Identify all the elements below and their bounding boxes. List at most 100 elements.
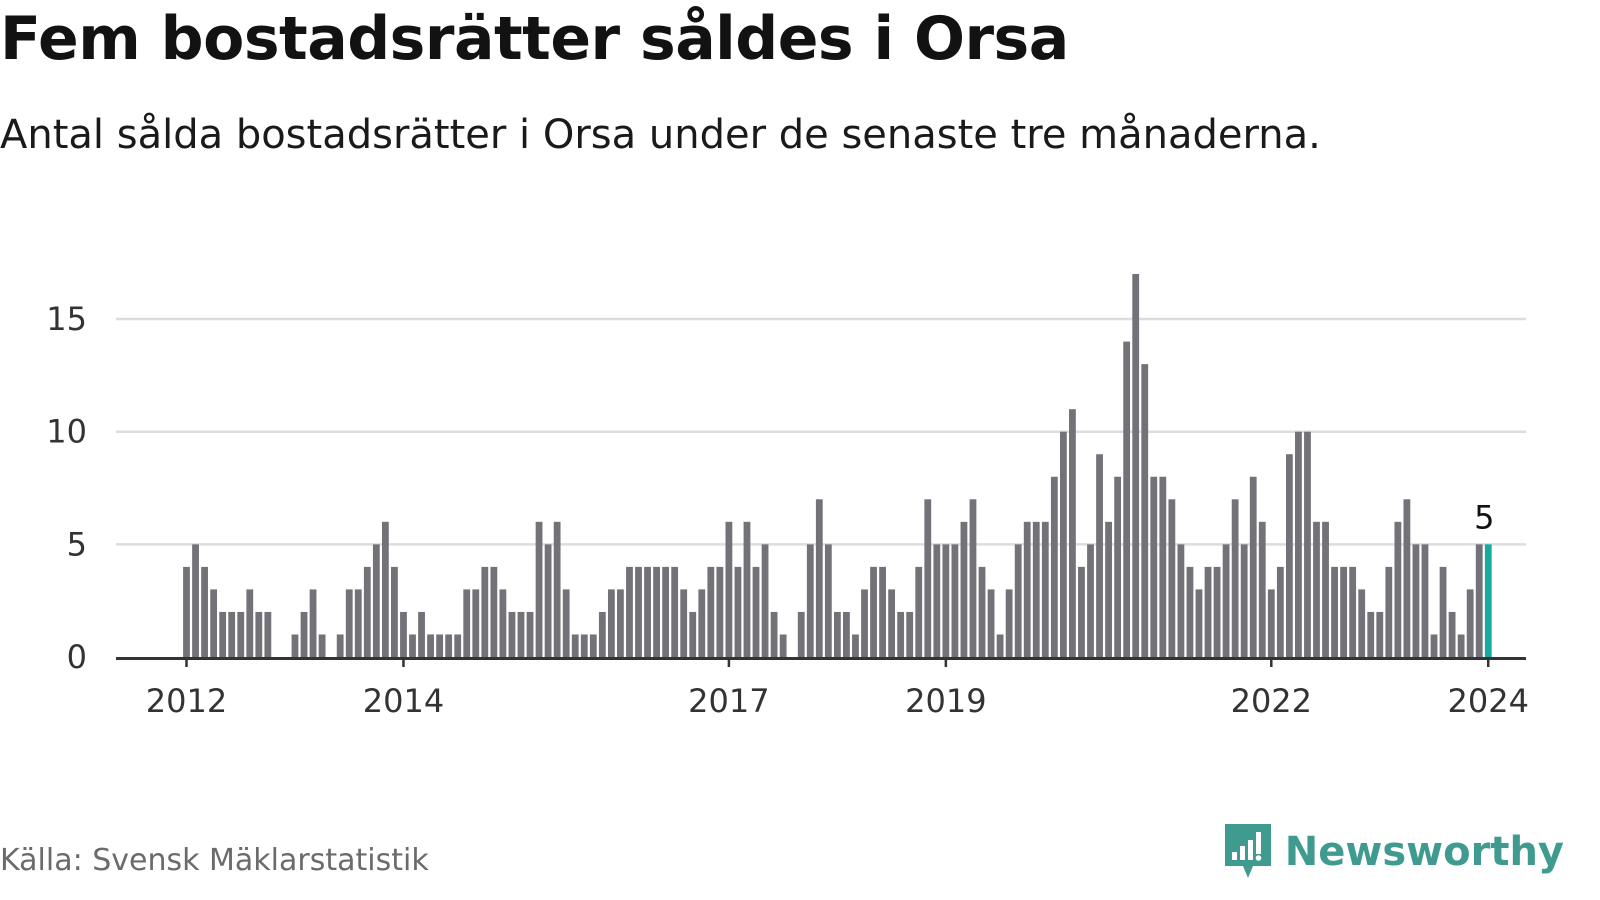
bar (372, 544, 380, 657)
bar (743, 521, 751, 657)
bar (1213, 566, 1221, 657)
x-tick-label: 2019 (905, 682, 986, 720)
bar (1204, 566, 1212, 657)
bar (1168, 499, 1176, 657)
bar (1367, 611, 1375, 657)
bar (815, 499, 823, 657)
bar (427, 634, 434, 657)
bar (1322, 521, 1329, 657)
bar (1421, 544, 1429, 657)
bar (1231, 499, 1239, 657)
bar (1276, 566, 1284, 657)
bar (969, 499, 977, 657)
bar (1186, 566, 1194, 657)
bar (1267, 589, 1275, 657)
bar (996, 634, 1004, 657)
bar (183, 566, 190, 657)
bar (635, 566, 642, 657)
bar (445, 634, 453, 657)
bar (409, 634, 416, 657)
bar (1331, 566, 1338, 657)
bar (228, 611, 236, 657)
bar-highlight (1484, 544, 1492, 657)
bar (201, 566, 208, 657)
bar (870, 566, 877, 657)
bar (1313, 521, 1320, 657)
newsworthy-logo-icon (1224, 824, 1271, 878)
y-tick-label: 15 (46, 300, 87, 338)
bar (508, 611, 516, 657)
bar (210, 589, 218, 657)
bar (1141, 364, 1149, 657)
bar (517, 611, 525, 657)
bar (897, 611, 905, 657)
bar (824, 544, 832, 657)
bar (454, 634, 462, 657)
bar (1005, 589, 1013, 657)
bar (318, 634, 326, 657)
bar (915, 566, 923, 657)
bar (680, 589, 688, 657)
bar (978, 566, 986, 657)
bar (598, 611, 606, 657)
y-tick-label: 5 (67, 525, 87, 563)
bar (1069, 409, 1076, 657)
bar (1041, 521, 1049, 657)
bar (906, 611, 914, 657)
bar (436, 634, 444, 657)
bar (481, 566, 489, 657)
bar (752, 566, 760, 657)
bar (1457, 634, 1465, 657)
bar (418, 611, 425, 657)
bar (671, 566, 679, 657)
bar (1340, 566, 1348, 657)
bar (942, 544, 950, 657)
bar (237, 611, 245, 657)
bar (336, 634, 344, 657)
bar (535, 521, 543, 657)
bar (246, 589, 254, 657)
bar (354, 589, 362, 657)
bar (1412, 544, 1420, 657)
bar (1023, 521, 1031, 657)
bar (589, 634, 597, 657)
bar (463, 589, 471, 657)
bar (1222, 544, 1230, 657)
chart-title: Fem bostadsrätter såldes i Orsa (0, 4, 1069, 74)
bar (833, 611, 841, 657)
bar (580, 634, 588, 657)
x-tick-label: 2017 (688, 682, 769, 720)
bar (1466, 589, 1474, 657)
bar (544, 544, 552, 657)
bar (1032, 521, 1040, 657)
bar (806, 544, 814, 657)
bar (291, 634, 299, 657)
bar (617, 589, 624, 657)
bar (933, 544, 941, 657)
bar (1159, 476, 1167, 657)
bar (1050, 476, 1058, 657)
x-tick-label: 2012 (146, 682, 227, 720)
bar (707, 566, 715, 657)
bar (255, 611, 263, 657)
bar (1439, 566, 1447, 657)
x-tick-label: 2024 (1448, 682, 1529, 720)
bar (1123, 341, 1131, 657)
bar (1403, 499, 1411, 657)
bar (779, 634, 787, 657)
bar (1385, 566, 1393, 657)
bar (490, 566, 498, 657)
bar (1430, 634, 1438, 657)
bar (571, 634, 579, 657)
bar (192, 544, 199, 657)
bar (698, 589, 706, 657)
bar (1078, 566, 1085, 657)
bar (607, 589, 615, 657)
bar (797, 611, 805, 657)
bar (761, 544, 769, 657)
bar (852, 634, 859, 657)
bar (987, 589, 995, 657)
chart-subtitle: Antal sålda bostadsrätter i Orsa under d… (0, 112, 1321, 158)
bar (1448, 611, 1456, 657)
bar (1132, 274, 1140, 657)
